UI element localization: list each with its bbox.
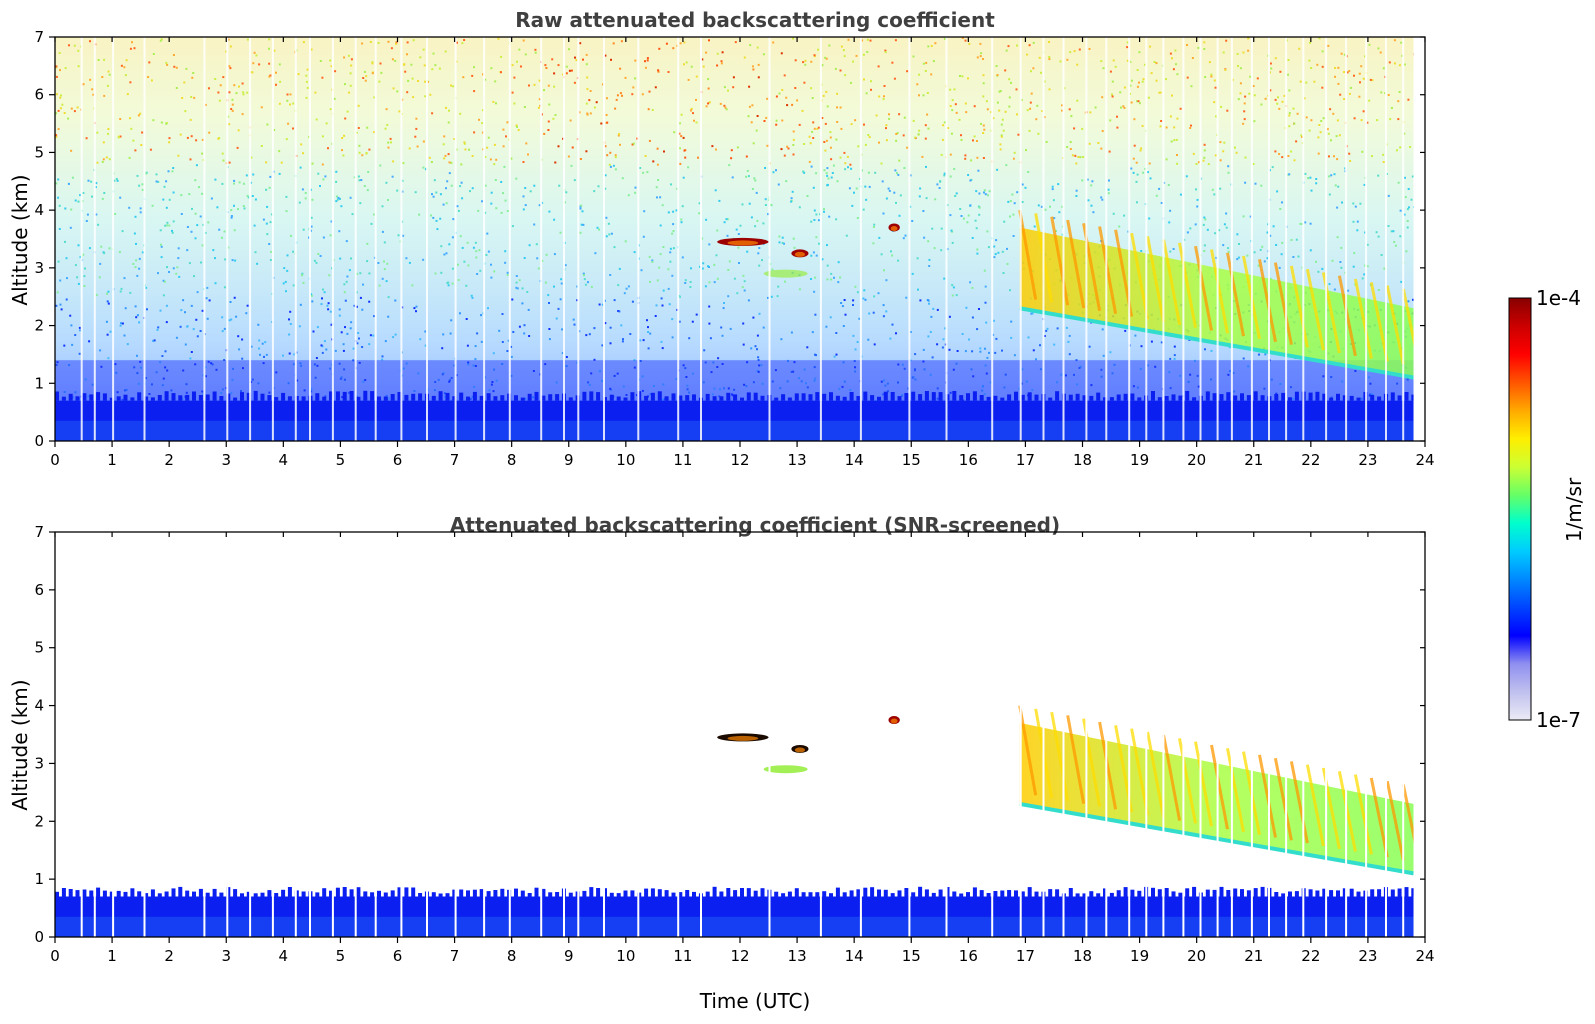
- y-tick-label: 6: [34, 86, 44, 104]
- x-tick-label: 12: [730, 451, 749, 469]
- x-tick-label: 16: [959, 451, 978, 469]
- y-tick-label: 7: [34, 523, 44, 541]
- x-tick-label: 10: [616, 451, 635, 469]
- x-tick-label: 12: [730, 947, 749, 965]
- y-tick-label: 3: [34, 259, 44, 277]
- x-tick-label: 21: [1244, 947, 1263, 965]
- x-tick-label: 0: [50, 451, 60, 469]
- plot-frame: [54, 36, 1426, 442]
- y-tick-label: 5: [34, 639, 44, 657]
- raw-backscatter-panel: Raw attenuated backscattering coefficien…: [8, 8, 1435, 469]
- x-tick-label: 9: [564, 947, 574, 965]
- x-tick-label: 24: [1415, 947, 1434, 965]
- y-tick-label: 2: [34, 812, 44, 830]
- y-tick-label: 1: [34, 374, 44, 392]
- x-tick-label: 21: [1244, 451, 1263, 469]
- y-tick-label: 3: [34, 754, 44, 772]
- x-tick-label: 17: [1016, 947, 1035, 965]
- x-tick-label: 4: [279, 947, 289, 965]
- x-tick-label: 7: [450, 947, 460, 965]
- x-axis-label: Time (UTC): [699, 989, 811, 1013]
- x-tick-label: 20: [1187, 451, 1206, 469]
- x-tick-label: 13: [788, 451, 807, 469]
- x-tick-label: 2: [164, 451, 174, 469]
- y-tick-label: 2: [34, 317, 44, 335]
- x-tick-label: 8: [507, 947, 517, 965]
- snr-screened-panel: Attenuated backscattering coefficient (S…: [8, 513, 1435, 1013]
- x-tick-label: 10: [616, 947, 635, 965]
- x-tick-label: 11: [673, 947, 692, 965]
- x-tick-label: 19: [1130, 451, 1149, 469]
- x-tick-label: 22: [1301, 947, 1320, 965]
- x-tick-label: 23: [1358, 947, 1377, 965]
- y-tick-label: 0: [34, 928, 44, 946]
- x-tick-label: 3: [221, 451, 231, 469]
- x-tick-label: 1: [107, 451, 117, 469]
- y-tick-label: 5: [34, 143, 44, 161]
- x-tick-label: 4: [279, 451, 289, 469]
- x-tick-label: 18: [1073, 451, 1092, 469]
- y-axis-label: Altitude (km): [8, 174, 32, 305]
- x-tick-label: 16: [959, 947, 978, 965]
- x-tick-label: 6: [393, 947, 403, 965]
- x-tick-label: 6: [393, 451, 403, 469]
- x-tick-label: 5: [336, 451, 346, 469]
- y-tick-label: 4: [34, 201, 44, 219]
- x-tick-label: 15: [902, 451, 921, 469]
- x-tick-label: 23: [1358, 451, 1377, 469]
- chart-title: Raw attenuated backscattering coefficien…: [515, 8, 995, 32]
- y-tick-label: 6: [34, 581, 44, 599]
- heatmap-area: [55, 532, 1425, 937]
- y-tick-label: 1: [34, 870, 44, 888]
- x-tick-label: 14: [845, 947, 864, 965]
- y-tick-label: 4: [34, 697, 44, 715]
- y-tick-label: 0: [34, 432, 44, 450]
- x-tick-label: 18: [1073, 947, 1092, 965]
- x-tick-label: 14: [845, 451, 864, 469]
- x-tick-label: 9: [564, 451, 574, 469]
- plot-frame: [54, 531, 1426, 938]
- y-tick-label: 7: [34, 28, 44, 46]
- chart-title: Attenuated backscattering coefficient (S…: [450, 513, 1060, 537]
- colorbar-unit-label: 1/m/sr: [1562, 477, 1586, 542]
- x-tick-label: 17: [1016, 451, 1035, 469]
- heatmap-area: [55, 37, 1425, 441]
- x-tick-label: 24: [1415, 451, 1434, 469]
- x-tick-label: 2: [164, 947, 174, 965]
- colorbar-min-label: 1e-7: [1536, 708, 1581, 732]
- x-tick-label: 11: [673, 451, 692, 469]
- x-tick-label: 1: [107, 947, 117, 965]
- x-tick-label: 7: [450, 451, 460, 469]
- x-tick-label: 3: [221, 947, 231, 965]
- colorbar-gradient: [1508, 297, 1532, 721]
- x-tick-label: 13: [788, 947, 807, 965]
- x-tick-label: 15: [902, 947, 921, 965]
- x-tick-label: 5: [336, 947, 346, 965]
- colorbar-max-label: 1e-4: [1536, 286, 1581, 310]
- y-axis-label: Altitude (km): [8, 679, 32, 810]
- x-tick-label: 8: [507, 451, 517, 469]
- x-tick-label: 20: [1187, 947, 1206, 965]
- x-tick-label: 0: [50, 947, 60, 965]
- x-tick-label: 19: [1130, 947, 1149, 965]
- x-tick-label: 22: [1301, 451, 1320, 469]
- colorbar: 1e-4 1e-7 1/m/sr: [1508, 286, 1586, 732]
